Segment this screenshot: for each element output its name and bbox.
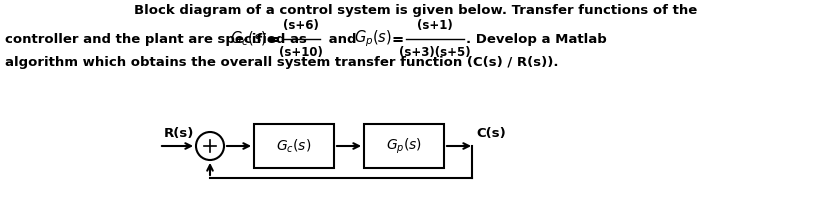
Text: and: and xyxy=(324,33,361,46)
Text: C(s): C(s) xyxy=(476,127,506,140)
Text: =: = xyxy=(268,31,280,46)
Text: $G_p(s)$: $G_p(s)$ xyxy=(386,136,422,156)
Text: (s+1): (s+1) xyxy=(417,19,453,32)
Text: $G_p(s)$: $G_p(s)$ xyxy=(354,29,391,49)
Text: $G_c(s)$: $G_c(s)$ xyxy=(277,137,312,155)
Text: algorithm which obtains the overall system transfer function (C(s) / R(s)).: algorithm which obtains the overall syst… xyxy=(5,56,558,69)
Bar xyxy=(254,124,334,168)
Text: (s+3)(s+5): (s+3)(s+5) xyxy=(399,46,470,59)
Bar xyxy=(364,124,444,168)
Text: controller and the plant are specified as: controller and the plant are specified a… xyxy=(5,33,312,46)
Text: $G_c(s)$: $G_c(s)$ xyxy=(229,30,267,48)
Text: R(s): R(s) xyxy=(164,127,194,140)
Text: =: = xyxy=(391,31,404,46)
Text: (s+10): (s+10) xyxy=(278,46,322,59)
Text: Block diagram of a control system is given below. Transfer functions of the: Block diagram of a control system is giv… xyxy=(134,4,697,17)
Text: . Develop a Matlab: . Develop a Matlab xyxy=(465,33,607,46)
Text: (s+6): (s+6) xyxy=(283,19,318,32)
